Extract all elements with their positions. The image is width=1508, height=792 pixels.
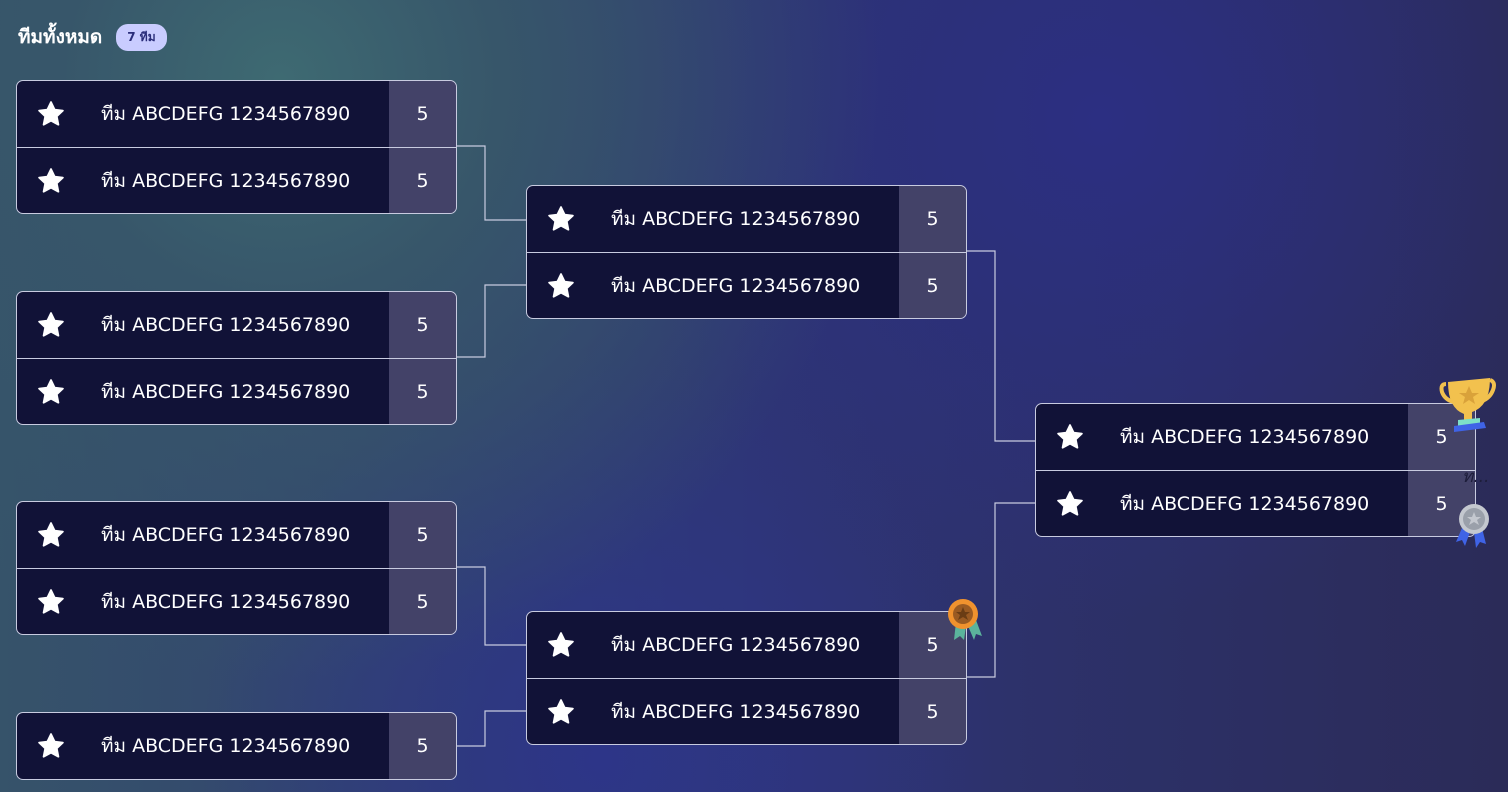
star-icon — [17, 587, 85, 617]
team-name: ทีม ABCDEFG 1234567890 — [101, 590, 351, 613]
team-name: ทีม ABCDEFG 1234567890 — [1120, 426, 1370, 448]
match-card[interactable]: ทีม ABCDEFG 1234567890 5 ทีม ABCDEFG 12345… — [526, 611, 967, 745]
team-score: 5 — [1408, 404, 1475, 470]
silver-medal-icon — [1456, 504, 1489, 548]
connector — [966, 250, 1035, 442]
team-row[interactable]: ทีม ABCDEFG 1234567890 5 — [17, 292, 456, 358]
team-name: ทีม ABCDEFG 1234567890 — [611, 208, 861, 230]
team-name: ทีม ABCDEFG 1234567890 — [611, 634, 861, 656]
star-icon — [17, 310, 85, 340]
connector — [457, 566, 526, 646]
team-score: 5 — [389, 359, 456, 424]
team-row[interactable]: ทีม ABCDEFG 1234567890 5 — [1036, 404, 1475, 470]
star-icon — [1036, 422, 1104, 452]
team-name: ทีม ABCDEFG 1234567890 — [101, 169, 351, 192]
trophy-icon — [1439, 378, 1496, 432]
team-row[interactable]: ทีม ABCDEFG 1234567890 5 — [17, 147, 456, 213]
star-icon — [17, 166, 85, 196]
team-row[interactable]: ทีม ABCDEFG 1234567890 5 — [17, 502, 456, 568]
match-card[interactable]: ทีม ABCDEFG 1234567890 5 ทีม ABCDEFG 12345… — [16, 80, 457, 214]
bronze-medal-icon — [948, 599, 982, 640]
truncated-label: ท... — [1462, 467, 1490, 487]
team-name: ทีม ABCDEFG 1234567890 — [101, 380, 351, 403]
header: ทีมทั้งหมด 7 ทีม — [18, 22, 167, 52]
team-row[interactable]: ทีม ABCDEFG 1234567890 5 — [17, 568, 456, 634]
team-name: ทีม ABCDEFG 1234567890 — [611, 274, 861, 297]
team-score: 5 — [899, 679, 966, 744]
team-name: ทีม ABCDEFG 1234567890 — [101, 524, 351, 546]
team-score: 5 — [389, 292, 456, 358]
star-icon — [17, 520, 85, 550]
team-score: 5 — [389, 569, 456, 634]
team-name: ทีม ABCDEFG 1234567890 — [101, 314, 351, 336]
team-score: 5 — [389, 81, 456, 147]
connector — [457, 145, 526, 221]
star-icon — [1036, 489, 1104, 519]
team-row[interactable]: ทีม ABCDEFG 1234567890 5 — [17, 81, 456, 147]
team-score: 5 — [389, 713, 456, 779]
team-row[interactable]: ทีม ABCDEFG 1234567890 5 — [527, 612, 966, 678]
team-count-badge: 7 ทีม — [116, 23, 167, 51]
match-card[interactable]: ทีม ABCDEFG 1234567890 5 ทีม ABCDEFG 12345… — [1035, 403, 1476, 537]
team-name: ทีม ABCDEFG 1234567890 — [101, 103, 351, 125]
team-row[interactable]: ทีม ABCDEFG 1234567890 5 — [527, 678, 966, 744]
team-score: 5 — [899, 253, 966, 318]
match-card[interactable]: ทีม ABCDEFG 1234567890 5 ทีม ABCDEFG 12345… — [16, 501, 457, 635]
star-icon — [17, 377, 85, 407]
star-icon — [527, 697, 595, 727]
connector — [966, 502, 1035, 678]
team-row[interactable]: ทีม ABCDEFG 1234567890 5 — [1036, 470, 1475, 536]
team-score: 5 — [899, 186, 966, 252]
team-name: ทีม ABCDEFG 1234567890 — [1120, 492, 1370, 515]
match-card[interactable]: ทีม ABCDEFG 1234567890 5 — [16, 712, 457, 780]
star-icon — [527, 271, 595, 301]
page-title: ทีมทั้งหมด — [18, 26, 103, 48]
star-icon — [527, 204, 595, 234]
team-score: 5 — [389, 502, 456, 568]
team-score: 5 — [389, 148, 456, 213]
team-row[interactable]: ทีม ABCDEFG 1234567890 5 — [17, 713, 456, 779]
star-icon — [527, 630, 595, 660]
star-icon — [17, 99, 85, 129]
star-icon — [17, 731, 85, 761]
team-row[interactable]: ทีม ABCDEFG 1234567890 5 — [527, 252, 966, 318]
connector — [457, 710, 526, 747]
team-name: ทีม ABCDEFG 1234567890 — [611, 700, 861, 723]
match-card[interactable]: ทีม ABCDEFG 1234567890 5 ทีม ABCDEFG 12345… — [16, 291, 457, 425]
match-card[interactable]: ทีม ABCDEFG 1234567890 5 ทีม ABCDEFG 12345… — [526, 185, 967, 319]
team-row[interactable]: ทีม ABCDEFG 1234567890 5 — [527, 186, 966, 252]
team-name: ทีม ABCDEFG 1234567890 — [101, 735, 351, 757]
connector — [457, 284, 526, 358]
team-row[interactable]: ทีม ABCDEFG 1234567890 5 — [17, 358, 456, 424]
